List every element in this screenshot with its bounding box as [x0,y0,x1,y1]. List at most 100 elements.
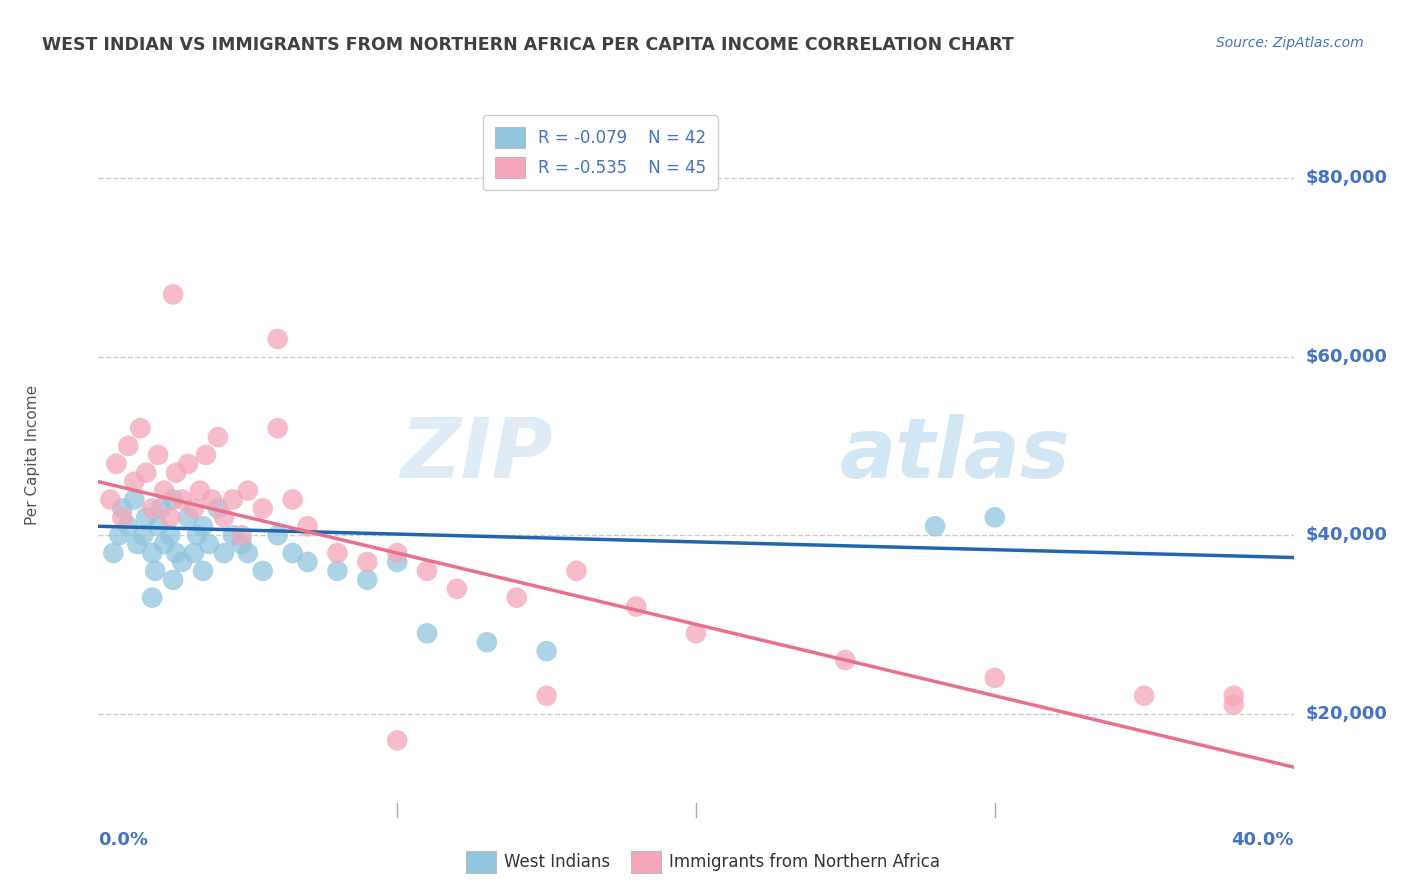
Point [281,492,304,507]
Point [297,519,319,533]
Point [153,537,176,551]
Point [1223,698,1246,712]
Text: atlas: atlas [839,415,1070,495]
Point [111,501,134,516]
Point [207,501,229,516]
Point [191,564,214,578]
Point [135,510,157,524]
Point [165,466,187,480]
Point [267,528,290,542]
Point [141,591,163,605]
Point [198,537,221,551]
Legend: R = -0.079    N = 42, R = -0.535    N = 45: R = -0.079 N = 42, R = -0.535 N = 45 [484,115,717,190]
Point [188,483,211,498]
Point [153,483,176,498]
Point [207,430,229,444]
Point [506,591,529,605]
Point [117,519,139,533]
Point [834,653,856,667]
Text: $80,000: $80,000 [1305,169,1388,187]
Point [162,573,184,587]
Point [236,483,259,498]
Text: $40,000: $40,000 [1305,526,1388,544]
Point [212,510,235,524]
Point [536,644,558,658]
Text: Source: ZipAtlas.com: Source: ZipAtlas.com [1216,36,1364,50]
Point [565,564,588,578]
Point [108,528,131,542]
Point [222,492,245,507]
Point [252,501,274,516]
Text: 40.0%: 40.0% [1232,830,1294,848]
Point [111,510,134,524]
Text: Per Capita Income: Per Capita Income [25,384,41,525]
Point [186,528,208,542]
Text: $20,000: $20,000 [1305,705,1388,723]
Point [148,448,170,462]
Point [105,457,128,471]
Point [326,546,349,560]
Point [127,537,149,551]
Point [356,555,378,569]
Point [924,519,946,533]
Point [685,626,707,640]
Text: 0.0%: 0.0% [98,830,149,848]
Point [201,492,224,507]
Point [172,555,194,569]
Point [446,582,468,596]
Point [281,546,304,560]
Point [385,733,409,747]
Point [143,564,166,578]
Point [385,546,409,560]
Point [231,528,253,542]
Point [132,528,155,542]
Point [124,492,146,507]
Text: $60,000: $60,000 [1305,348,1388,366]
Point [124,475,146,489]
Point [135,466,157,480]
Point [150,501,173,516]
Point [1133,689,1156,703]
Point [416,626,439,640]
Point [141,501,163,516]
Point [983,671,1005,685]
Point [129,421,152,435]
Point [267,421,290,435]
Legend: West Indians, Immigrants from Northern Africa: West Indians, Immigrants from Northern A… [460,845,946,880]
Point [177,510,200,524]
Text: ZIP: ZIP [399,415,553,495]
Text: WEST INDIAN VS IMMIGRANTS FROM NORTHERN AFRICA PER CAPITA INCOME CORRELATION CHA: WEST INDIAN VS IMMIGRANTS FROM NORTHERN … [42,36,1014,54]
Point [177,457,200,471]
Point [165,546,187,560]
Point [183,501,205,516]
Point [416,564,439,578]
Point [159,528,181,542]
Point [194,448,218,462]
Point [1223,689,1246,703]
Point [624,599,647,614]
Point [103,546,125,560]
Point [252,564,274,578]
Point [297,555,319,569]
Point [183,546,205,560]
Point [117,439,139,453]
Point [162,287,184,301]
Point [326,564,349,578]
Point [141,546,163,560]
Point [98,492,122,507]
Point [212,546,235,560]
Point [231,537,253,551]
Point [148,519,170,533]
Point [172,492,194,507]
Point [267,332,290,346]
Point [536,689,558,703]
Point [162,492,184,507]
Point [385,555,409,569]
Point [236,546,259,560]
Point [983,510,1005,524]
Point [191,519,214,533]
Point [159,510,181,524]
Point [475,635,498,649]
Point [222,528,245,542]
Point [356,573,378,587]
